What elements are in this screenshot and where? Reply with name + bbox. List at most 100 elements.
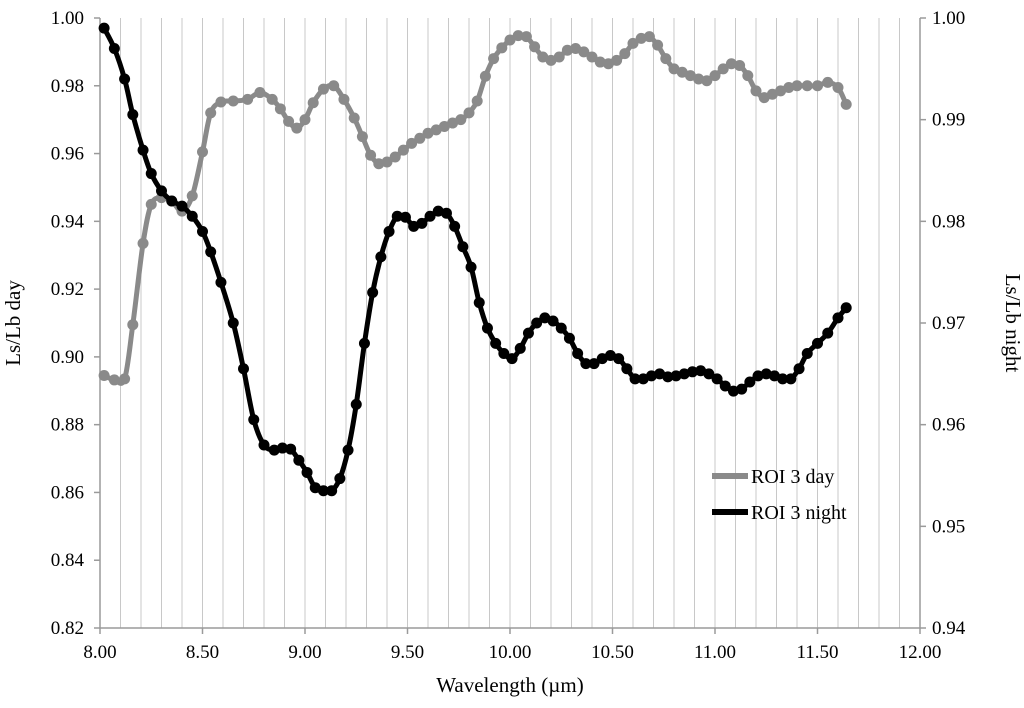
data-point-roi-3-night — [197, 226, 208, 237]
data-point-roi-3-night — [137, 144, 149, 156]
data-point-roi-3-night — [449, 220, 461, 232]
data-point-roi-3-day — [242, 93, 254, 105]
data-point-roi-3-day — [520, 31, 532, 43]
data-point-roi-3-night — [832, 312, 844, 324]
data-point-roi-3-day — [283, 115, 295, 127]
data-point-roi-3-night — [457, 241, 469, 253]
data-point-roi-3-day — [488, 53, 500, 65]
data-point-roi-3-night — [801, 348, 813, 359]
data-point-roi-3-night — [350, 398, 362, 410]
series-roi-3-night — [98, 22, 852, 497]
data-point-roi-3-day — [701, 75, 713, 87]
axes — [94, 17, 926, 634]
data-point-roi-3-day — [725, 58, 737, 70]
y-tick-label-left: 0.96 — [51, 144, 84, 165]
data-point-roi-3-day — [397, 144, 409, 156]
data-point-roi-3-day — [643, 31, 655, 43]
data-point-roi-3-night — [416, 217, 428, 229]
data-point-roi-3-day — [338, 93, 350, 105]
data-point-roi-3-day — [627, 37, 639, 49]
data-point-roi-3-night — [572, 348, 584, 359]
data-point-roi-3-day — [479, 70, 491, 82]
y-tick-label-right: 0.98 — [932, 211, 965, 232]
data-point-roi-3-night — [613, 353, 625, 365]
data-point-roi-3-day — [197, 146, 208, 158]
data-point-roi-3-night — [703, 368, 715, 380]
data-point-roi-3-night — [531, 317, 543, 329]
series-lines — [98, 22, 852, 497]
y-tick-label-left: 0.86 — [51, 482, 84, 503]
data-point-roi-3-day — [561, 44, 573, 56]
data-point-roi-3-day — [750, 85, 762, 97]
data-point-roi-3-night — [662, 371, 674, 383]
x-tick-label: 8.50 — [186, 642, 219, 663]
x-axis-title: Wavelength (µm) — [436, 673, 583, 697]
data-point-roi-3-night — [777, 373, 789, 385]
data-point-roi-3-day — [512, 30, 524, 42]
data-point-roi-3-day — [307, 97, 319, 109]
data-point-roi-3-night — [481, 322, 493, 334]
data-point-roi-3-day — [215, 96, 227, 108]
y-tick-label-left: 1.00 — [51, 8, 84, 29]
data-point-roi-3-night — [145, 168, 157, 180]
y-tick-label-left: 0.88 — [51, 415, 84, 436]
data-point-roi-3-night — [248, 414, 260, 426]
data-point-roi-3-night — [719, 380, 731, 392]
data-point-roi-3-day — [98, 370, 110, 382]
data-point-roi-3-day — [266, 93, 278, 105]
data-point-roi-3-day — [693, 73, 705, 85]
data-point-roi-3-night — [588, 358, 600, 370]
data-point-roi-3-night — [711, 373, 723, 385]
data-point-roi-3-day — [578, 46, 590, 58]
data-point-roi-3-day — [317, 83, 329, 95]
data-point-roi-3-night — [522, 327, 534, 339]
y-tick-label-left: 0.92 — [51, 279, 84, 300]
data-point-roi-3-day — [274, 103, 286, 115]
data-point-roi-3-night — [547, 315, 559, 327]
data-point-roi-3-day — [504, 34, 516, 46]
y-tick-label-left: 0.82 — [51, 618, 84, 639]
data-point-roi-3-day — [660, 53, 672, 65]
data-point-roi-3-night — [744, 376, 756, 388]
y-tick-label-left: 0.98 — [51, 76, 84, 97]
data-point-roi-3-night — [215, 276, 227, 288]
data-point-roi-3-day — [299, 114, 311, 126]
data-point-roi-3-night — [176, 200, 188, 212]
y-tick-label-right: 0.94 — [932, 618, 966, 639]
data-point-roi-3-night — [293, 454, 305, 466]
data-point-roi-3-night — [301, 466, 313, 478]
data-point-roi-3-day — [709, 70, 721, 82]
data-point-roi-3-day — [742, 70, 754, 82]
data-point-roi-3-day — [356, 131, 368, 143]
data-point-roi-3-night — [358, 337, 370, 349]
data-point-roi-3-day — [652, 39, 664, 51]
data-point-roi-3-day — [553, 51, 565, 63]
data-point-roi-3-night — [285, 443, 297, 455]
data-point-roi-3-night — [119, 73, 131, 85]
y-tick-label-left: 0.90 — [51, 347, 84, 368]
data-point-roi-3-day — [137, 237, 149, 249]
data-point-roi-3-day — [471, 95, 483, 107]
y-tick-label-right: 0.96 — [932, 415, 965, 436]
data-point-roi-3-day — [127, 319, 139, 331]
data-point-roi-3-night — [227, 317, 239, 329]
data-point-roi-3-night — [822, 327, 834, 339]
data-point-roi-3-day — [108, 374, 120, 386]
data-point-roi-3-day — [611, 54, 623, 66]
data-point-roi-3-night — [629, 373, 641, 385]
data-point-roi-3-day — [365, 149, 377, 161]
data-point-roi-3-day — [227, 95, 239, 107]
data-point-roi-3-day — [832, 81, 844, 93]
data-point-roi-3-day — [406, 137, 418, 149]
data-point-roi-3-day — [734, 59, 746, 71]
data-point-roi-3-night — [334, 473, 346, 485]
legend-label-night: ROI 3 night — [751, 502, 847, 524]
data-point-roi-3-night — [793, 363, 805, 375]
series-line-roi-3-day — [101, 32, 849, 386]
x-tick-label: 11.50 — [796, 642, 838, 663]
data-point-roi-3-night — [326, 485, 338, 497]
data-point-roi-3-night — [375, 251, 387, 263]
data-point-roi-3-night — [736, 383, 748, 395]
data-point-roi-3-day — [348, 112, 360, 124]
data-point-roi-3-night — [840, 302, 852, 314]
